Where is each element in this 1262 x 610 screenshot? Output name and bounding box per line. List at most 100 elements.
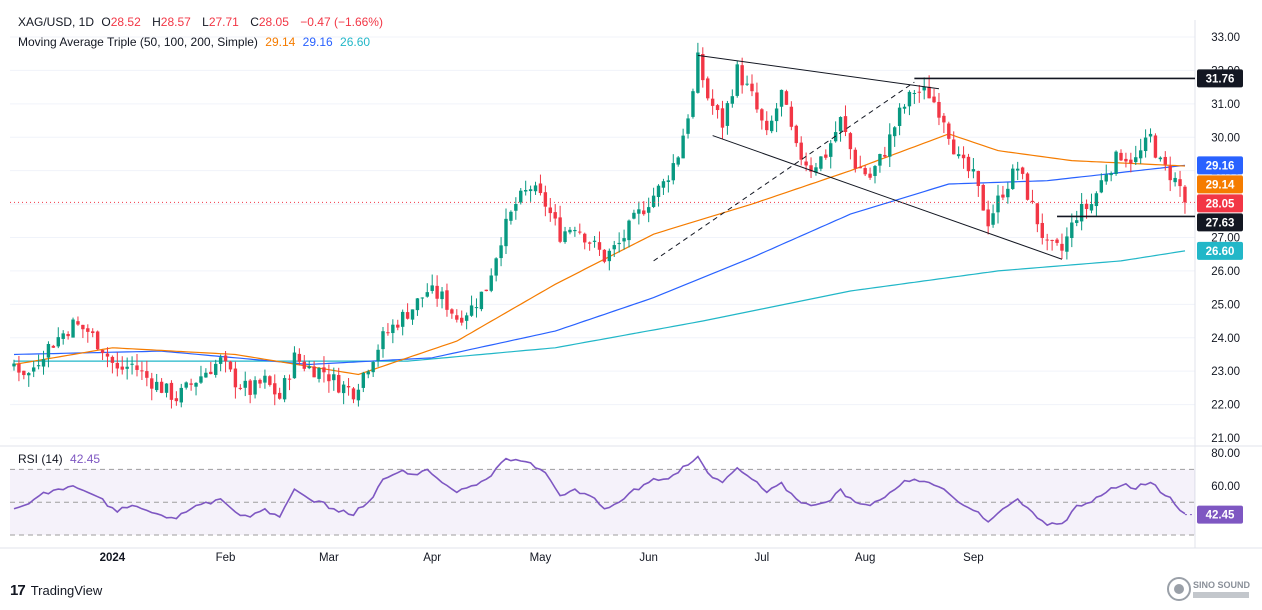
candle-body [209,371,213,375]
candle [1168,156,1172,192]
candle [115,352,120,377]
candle [46,341,51,368]
candle-body [204,372,208,378]
candle [548,198,552,222]
candle [312,361,316,378]
rsi-title[interactable]: RSI (14) [18,452,63,466]
candle-body [479,291,484,310]
candle [858,155,862,169]
candle-body [258,379,262,384]
candle-body [1065,236,1069,252]
ma-title[interactable]: Moving Average Triple (50, 100, 200, Sim… [18,35,258,49]
candle [120,356,124,375]
price-axis[interactable]: 21.0022.0023.0024.0025.0026.0027.0028.00… [1211,32,1240,493]
candle [878,153,882,173]
candle-body [233,368,238,388]
candle [22,370,26,380]
candle [410,309,415,325]
candle [233,361,238,399]
candle [696,42,700,94]
candle-body [292,352,297,379]
time-axis[interactable]: 2024 Feb Mar Apr May Jun Jul Aug Sep [0,547,1262,564]
candle [892,126,897,147]
candle [1158,156,1163,162]
month-label: Mar [319,552,339,564]
candle [1040,213,1044,245]
candle [961,146,966,169]
candle [400,309,405,336]
candle [125,357,129,380]
candle-body [1099,180,1104,193]
candle [971,158,976,179]
candle-body [543,192,548,207]
candle-body [17,363,21,373]
price-tick-label: 22.00 [1211,400,1240,412]
candle [902,104,907,114]
candle [425,283,429,298]
candle-body [533,185,538,192]
candle-body [523,190,528,192]
price-tick-label: 21.00 [1211,433,1240,445]
candle [450,308,454,319]
candle [646,197,651,223]
candle-body [592,240,597,242]
candle [715,103,720,119]
candle-body [31,367,36,372]
candle [730,89,735,108]
candle-body [681,135,685,159]
candle [602,249,607,264]
candle [474,298,479,318]
candle-body [986,209,990,227]
candle [376,344,380,367]
candle-body [1094,193,1099,207]
candle [1109,171,1113,182]
candle-body [892,127,897,137]
price-tick-label: 30.00 [1211,132,1240,144]
candle-body [1153,135,1158,158]
candle-body [760,109,764,121]
candle [209,361,213,375]
candle [1099,173,1104,194]
candle-body [981,184,985,211]
candle-body [1114,151,1118,174]
candle-body [238,387,243,389]
candle [976,170,981,197]
month-label: Feb [216,552,236,564]
candle-body [646,207,651,213]
candle [61,330,65,345]
open-value: 28.52 [110,15,141,29]
candle-body [1124,158,1128,162]
candle [651,187,656,209]
change-value: −0.47 (−1.66%) [300,15,383,29]
tradingview-branding[interactable]: 17 TradingView [10,582,102,599]
candle [504,208,508,254]
candle-body [130,363,134,365]
candle-body [809,165,813,172]
candle-body [415,298,420,311]
candle [174,391,179,406]
candle-body [366,371,370,375]
candle-body [1001,194,1005,198]
candle [396,319,400,331]
candle-body [1035,203,1040,225]
symbol-label[interactable]: XAG/USD, 1D [18,15,95,29]
candle [204,368,208,378]
candle [327,364,331,393]
candle [56,327,60,349]
candle-body [253,380,257,395]
candle-body [710,98,715,106]
candle [1129,152,1133,173]
price-tick-label: 25.00 [1211,299,1240,311]
candle-body [829,143,833,157]
candle-body [1178,179,1182,187]
tradingview-logo-icon: 17 [10,582,26,599]
candle [1148,128,1153,143]
candle-body [1040,222,1044,238]
candle [868,167,872,180]
candle [996,184,1000,224]
candle [243,371,247,397]
candle-body [922,86,926,91]
candle-body [1158,157,1163,160]
trend-lines[interactable] [10,54,1195,262]
